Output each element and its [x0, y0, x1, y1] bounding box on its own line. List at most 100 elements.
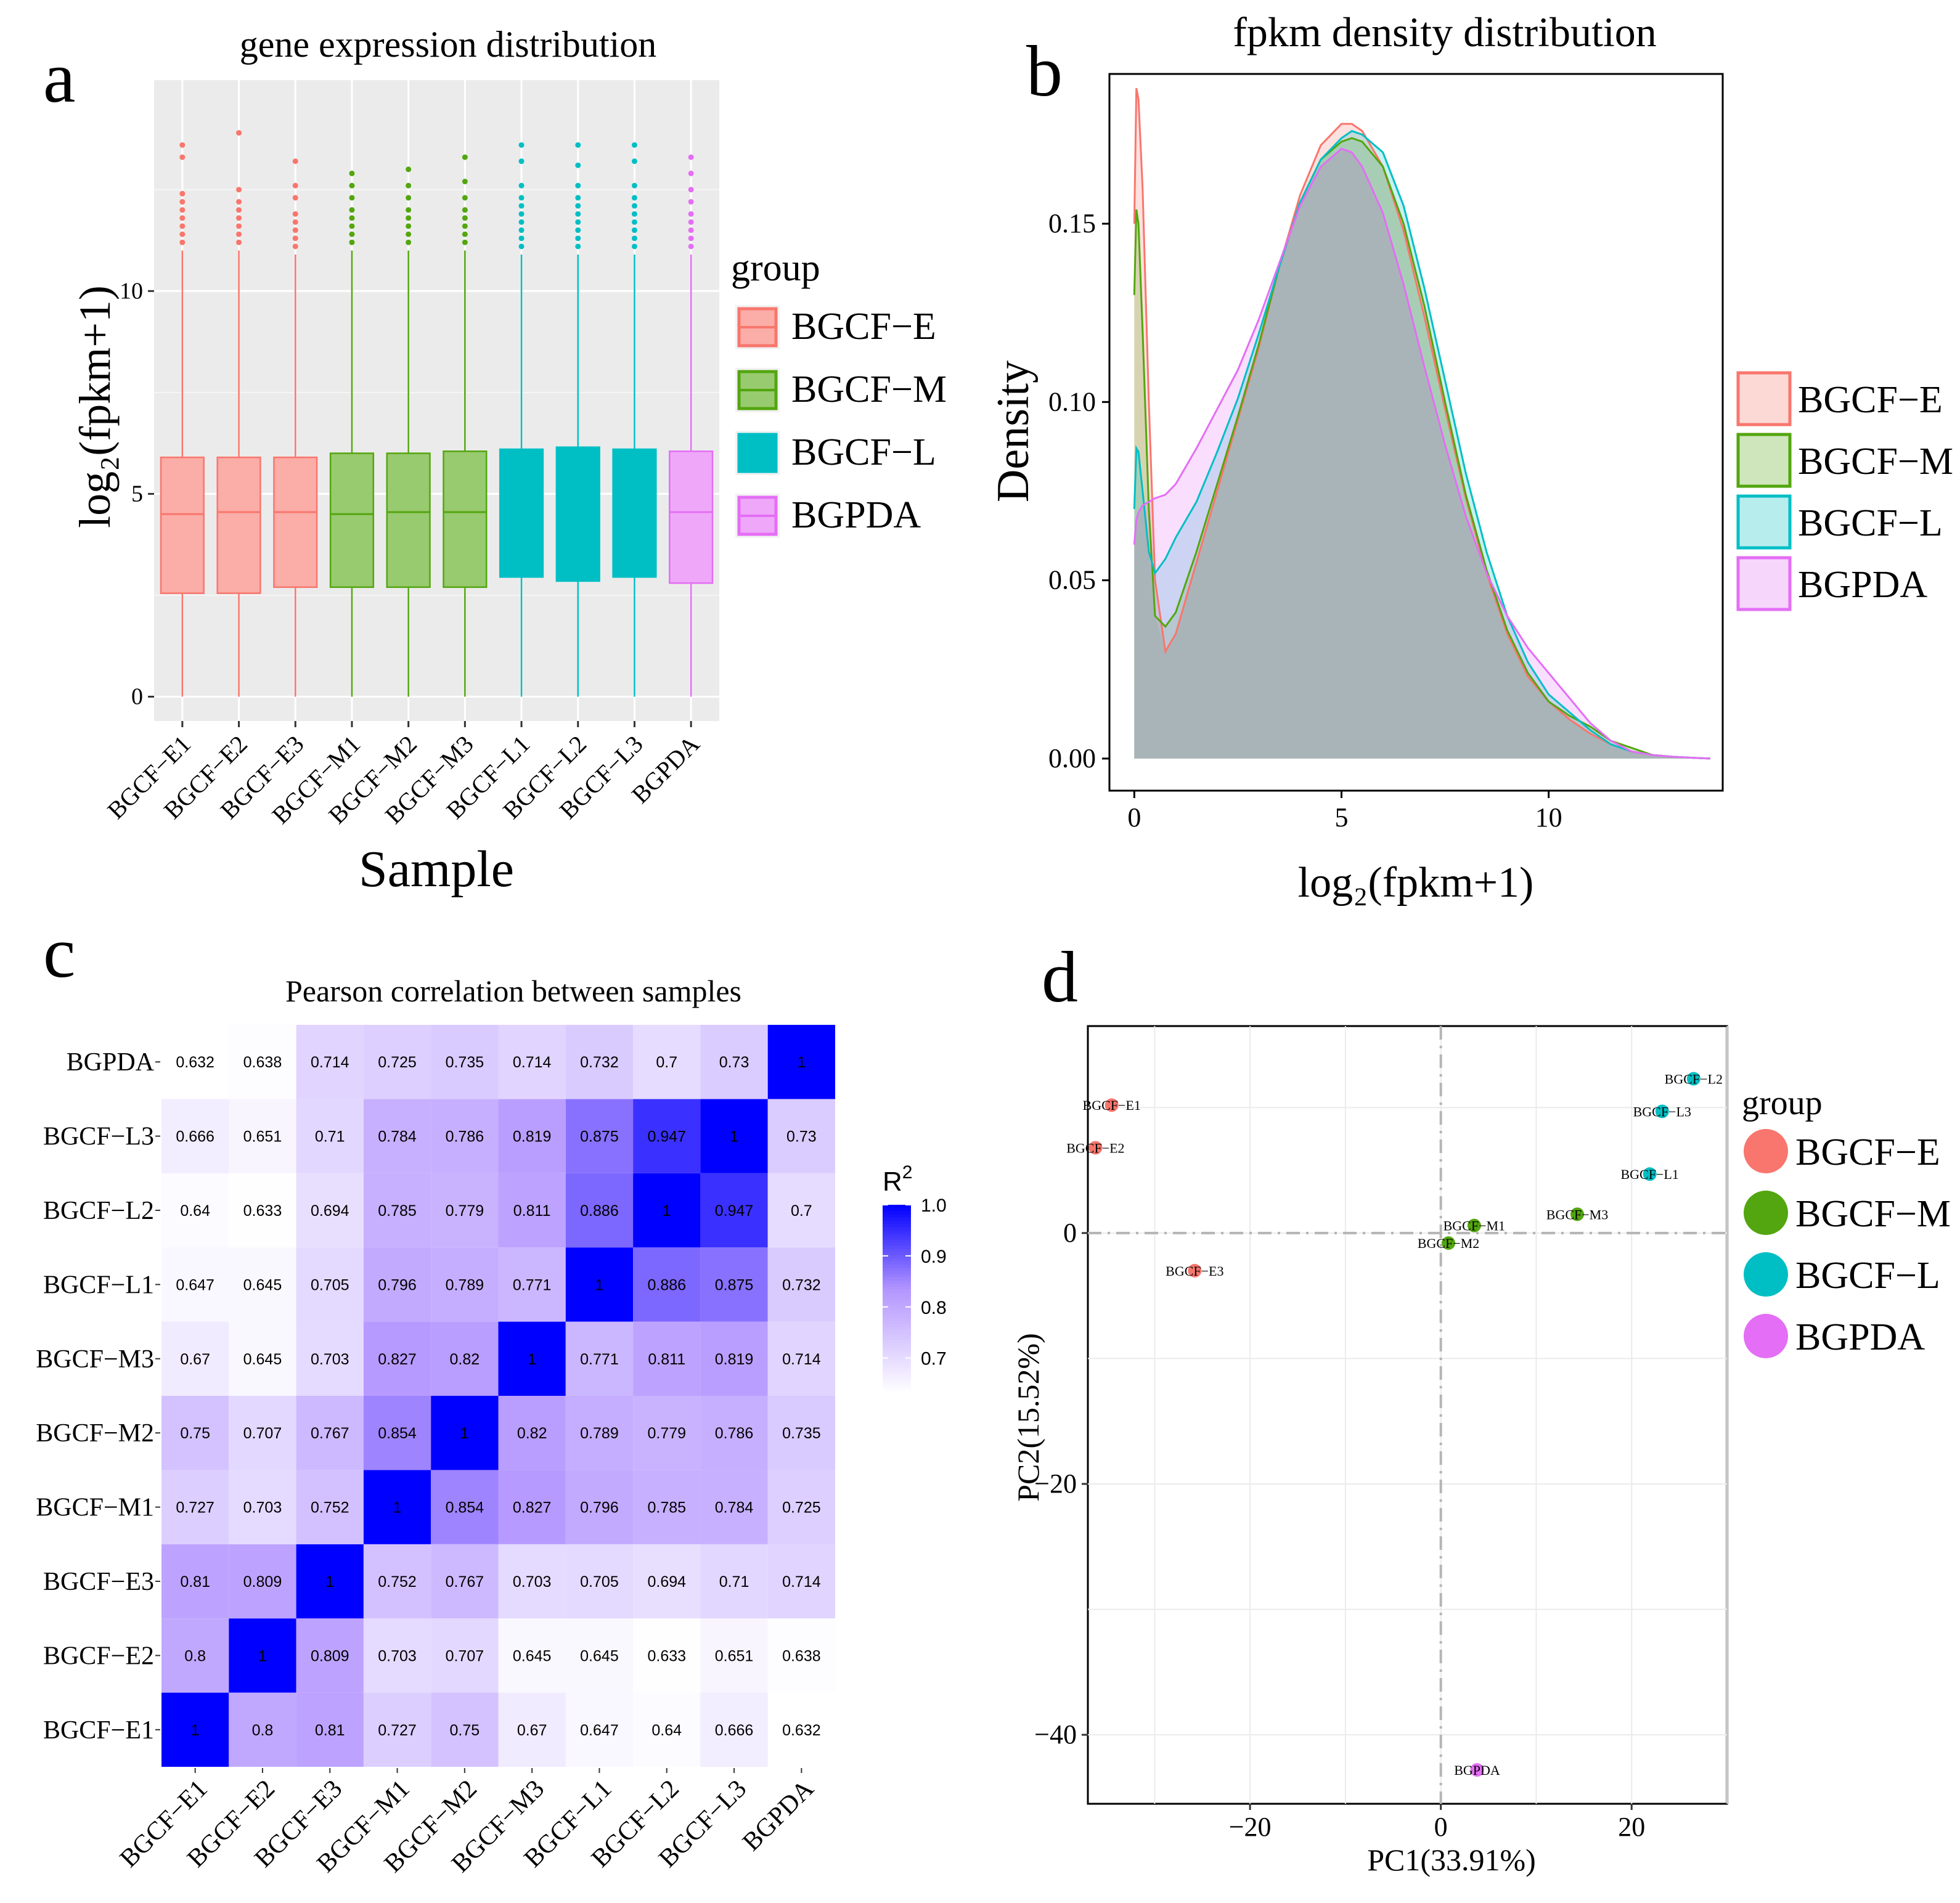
legend-item-E: BGCF−E [735, 305, 936, 349]
scale-gradient-step [883, 1267, 911, 1271]
outlier-point [575, 235, 581, 242]
heatmap-cell-value: 0.666 [715, 1722, 754, 1739]
heatmap-cell-value: 0.707 [446, 1647, 484, 1665]
outlier-point [688, 154, 694, 160]
pca-point-label: BGCF−M2 [1418, 1236, 1479, 1251]
pca-point-label: BGCF−L3 [1633, 1104, 1691, 1119]
heatmap-cell-value: 0.64 [180, 1202, 210, 1220]
heatmap-cell [161, 1470, 229, 1544]
outlier-point [179, 154, 186, 160]
heatmap-cell [296, 1025, 364, 1099]
y-tick-label: 5 [131, 481, 143, 507]
heatmap-cell [565, 1321, 634, 1396]
box-1 [160, 142, 205, 697]
heatmap-cell-value: 0.714 [311, 1054, 349, 1071]
box-iqr [555, 446, 600, 582]
heatmap-cell-value: 1 [258, 1647, 267, 1665]
y-tick-label: 0.05 [1048, 565, 1096, 595]
scale-gradient-step [883, 1245, 911, 1249]
outlier-point [292, 235, 298, 242]
scale-gradient-step [883, 1276, 911, 1281]
outlier-point [462, 215, 468, 221]
outlier-point [292, 219, 298, 225]
heatmap-cell [161, 1396, 229, 1470]
outlier-point [179, 215, 186, 221]
heatmap-cell-value: 0.786 [715, 1425, 754, 1442]
heatmap-cell-value: 0.647 [580, 1722, 619, 1739]
heatmap-cell [700, 1321, 768, 1396]
heatmap-cell [431, 1025, 499, 1099]
heatmap-cell [498, 1321, 566, 1396]
density-line-M [1133, 137, 1710, 760]
heatmap-cell [431, 1544, 499, 1619]
heatmap-cell [296, 1321, 364, 1396]
y-tick-label: 10 [120, 278, 143, 304]
scale-gradient-step [883, 1308, 911, 1312]
scale-gradient-step [883, 1330, 911, 1334]
pca-point-label: BGCF−M3 [1546, 1207, 1608, 1222]
heatmap-cell [633, 1692, 701, 1767]
outlier-point [575, 142, 581, 148]
heatmap-cell [229, 1025, 296, 1099]
y-tick-label: −40 [1034, 1719, 1077, 1750]
y-tick-label: 0.15 [1048, 208, 1096, 238]
outlier-point [236, 239, 242, 245]
outlier-point [518, 243, 525, 250]
x-tick-label: 0 [1434, 1812, 1448, 1842]
box-6 [443, 154, 488, 697]
box-iqr [669, 450, 714, 584]
y-tick-label: BGPDA [67, 1048, 155, 1077]
box-7 [499, 142, 544, 697]
legend-label: BGCF−E [1798, 379, 1943, 421]
scale-gradient-step [883, 1336, 911, 1340]
heatmap-cell [296, 1470, 364, 1544]
outlier-point [179, 190, 186, 197]
panel-letter-d: d [1042, 937, 1078, 1017]
scale-gradient-step [883, 1314, 911, 1318]
heatmap-cell [229, 1692, 296, 1767]
legend-label: BGCF−L [791, 431, 936, 473]
heatmap-cell [296, 1173, 364, 1248]
outlier-point [406, 231, 412, 237]
panel-d-plot-background [1087, 1025, 1728, 1805]
heatmap-cell [633, 1173, 701, 1248]
heatmap-cell-value: 0.752 [311, 1499, 349, 1517]
outlier-point [518, 227, 525, 234]
legend-item-L: BGCF−L [1744, 1252, 1940, 1297]
box-9 [612, 142, 657, 697]
scale-gradient-step [883, 1220, 911, 1225]
heatmap-cell-value: 0.732 [782, 1276, 821, 1294]
outlier-point [575, 243, 581, 250]
heatmap-cell [498, 1692, 566, 1767]
density-overlap-area [1134, 149, 1710, 759]
heatmap-cell-value: 0.727 [378, 1722, 417, 1739]
box-iqr [216, 456, 261, 594]
heatmap-cell [363, 1025, 431, 1099]
heatmap-cell-value: 0.796 [378, 1276, 417, 1294]
panel-b-y-axis-title: Density [988, 361, 1039, 502]
panel-c-title: Pearson correlation between samples [285, 974, 741, 1008]
heatmap-cell-value: 0.714 [782, 1573, 821, 1591]
scale-gradient-step [883, 1348, 911, 1353]
heatmap-cell-value: 0.789 [580, 1425, 619, 1442]
scale-gradient-step [883, 1333, 911, 1337]
scale-tick-label: 1.0 [921, 1196, 947, 1216]
heatmap-cell [767, 1692, 835, 1767]
heatmap-cell [498, 1618, 566, 1693]
heatmap-cell-value: 0.784 [715, 1499, 754, 1517]
pca-point [1570, 1207, 1585, 1221]
heatmap-cell [498, 1470, 566, 1544]
box-4 [329, 170, 375, 697]
panel-d-y-axis-title: PC2(15.52%) [1011, 1333, 1045, 1502]
heatmap-cell [229, 1396, 296, 1470]
heatmap-cell [700, 1692, 768, 1767]
scale-gradient-step [883, 1302, 911, 1306]
density-line-PDA [1133, 147, 1710, 760]
box-8 [555, 142, 600, 697]
panel-letter-a: a [43, 37, 75, 118]
scale-gradient-step [883, 1355, 911, 1359]
pca-point-label: BGPDA [1454, 1762, 1500, 1778]
heatmap-cell-value: 1 [730, 1128, 738, 1146]
outlier-point [292, 227, 298, 234]
heatmap-cell-value: 0.727 [176, 1499, 214, 1517]
